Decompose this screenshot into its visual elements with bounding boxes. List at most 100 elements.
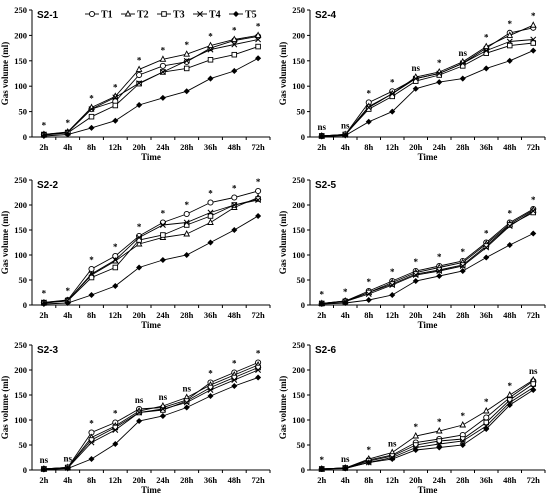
y-tick-label: 150 [14,56,27,66]
series-line [321,233,534,305]
data-point [207,392,214,400]
x-tick-label: 20h [409,142,423,152]
x-tick-label: 72h [251,310,265,320]
series-t3 [41,196,261,306]
y-axis-label: Gas volume (ml) [0,211,10,275]
y-tick-label: 100 [14,415,27,425]
legend-item: T3 [157,10,185,21]
data-point [389,282,396,288]
x-tick-label: 4h [341,142,350,152]
significance-label: * [343,287,348,297]
x-tick-label: 72h [251,475,265,485]
significance-label: * [367,445,372,455]
significance-label: ns [63,454,72,464]
series-line [43,197,259,304]
data-point [365,296,372,304]
significance-label: * [531,195,536,205]
data-point [436,72,443,78]
data-point [231,226,238,234]
significance-label: * [461,411,466,421]
x-tick-label: 28h [180,475,194,485]
data-point [506,31,514,38]
data-point [207,209,214,216]
x-tick-label: 72h [527,475,541,485]
data-point [159,69,166,75]
series-line [43,198,259,304]
data-point [412,75,419,82]
series-line [43,46,259,136]
x-tick-label: 20h [409,310,423,320]
y-tick-label: 250 [14,5,27,15]
significance-label: * [367,277,372,287]
legend-marker [88,10,96,18]
data-point [183,230,191,237]
data-point [365,104,372,111]
data-point [136,234,143,241]
series-t3 [319,209,537,307]
data-point [207,387,214,393]
data-point [183,251,190,259]
data-point [506,223,513,229]
x-tick-label: 12h [386,310,400,320]
data-point [88,271,95,277]
data-point [459,421,467,428]
x-tick-label: 12h [109,475,123,485]
significance-label: * [508,19,513,29]
significance-label: ns [159,392,168,402]
series-line [321,383,534,470]
series-t3 [319,381,537,472]
y-tick-label: 200 [292,200,305,210]
x-tick-label: 72h [251,142,265,152]
data-point [412,277,419,285]
x-tick-label: 24h [156,310,170,320]
significance-label: * [89,419,94,429]
y-axis-label: Gas volume (ml) [278,211,288,275]
data-point [436,444,443,451]
data-point [207,218,214,225]
data-point [183,219,190,226]
x-tick-label: 72h [527,142,541,152]
x-tick-label: 28h [180,142,194,152]
y-tick-label: 200 [14,200,27,210]
data-point [412,272,419,278]
series-line [43,377,259,470]
x-axis-label: Time [141,485,161,495]
x-tick-label: 8h [87,310,96,320]
x-tick-label: 8h [87,475,96,485]
panel-title: S2-2 [37,180,59,191]
significance-label: ns [135,395,144,405]
series-t2 [318,376,537,472]
data-point [230,35,238,42]
x-tick-label: 36h [480,475,494,485]
data-point [483,47,490,54]
data-point [460,262,466,268]
data-point [136,101,143,109]
y-axis-label: Gas volume (ml) [278,42,288,106]
data-point [183,222,190,228]
panel-s2-2: 0 50 100 150 200 250 2h 4h 8h 12h 20h 24h 28h 36h 48h 7… [0,175,271,330]
data-point [159,256,166,264]
significance-label: * [256,349,261,359]
legend: T1 T2 T3 T4 T5 [85,10,257,21]
significance-label: ns [411,63,420,73]
series-t3 [41,43,261,138]
data-point [389,455,396,463]
y-tick-label: 50 [19,440,28,450]
y-tick-label: 150 [14,225,27,235]
legend-label: T1 [101,10,113,21]
significance-label: * [232,359,237,369]
data-point [483,244,490,251]
series-line [43,367,259,470]
legend-item: T5 [229,10,257,21]
x-tick-label: 4h [63,142,72,152]
data-point [40,466,47,473]
data-point [389,90,396,97]
panel-s2-1: 0 50 100 150 200 250 2h 4h 8h 12h 20h 24h 28h 36h 48h 7… [0,5,271,162]
significance-label: * [42,289,47,299]
y-tick-label: 50 [297,440,306,450]
data-point [183,88,190,95]
significance-label: * [320,455,325,465]
x-tick-label: 4h [341,310,350,320]
data-point [389,291,396,299]
series-t1 [318,205,537,307]
